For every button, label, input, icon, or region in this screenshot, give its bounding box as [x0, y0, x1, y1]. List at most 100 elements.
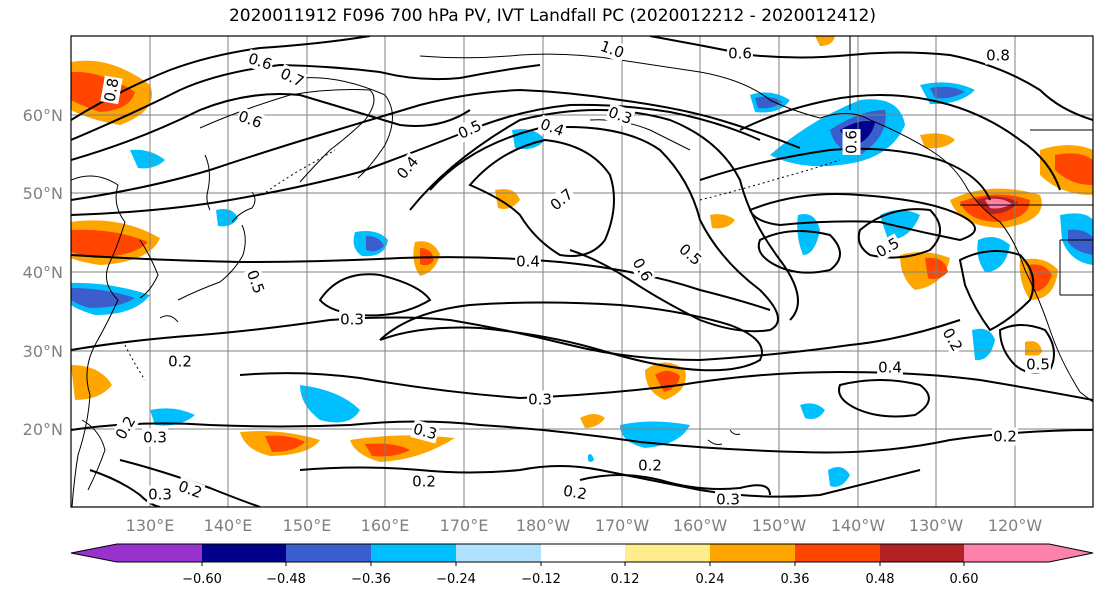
contour-value-label: 0.3 [528, 391, 552, 409]
anomaly-blob-orange-top-150w [815, 36, 835, 46]
coast-kurils [261, 149, 336, 196]
border-inland [1030, 129, 1093, 296]
longitude-label: 150°E [283, 516, 332, 535]
latitude-label: 60°N [23, 106, 63, 125]
anomaly-blob-orange-bc [920, 133, 955, 149]
contour-value-label: 0.3 [148, 486, 172, 504]
anomaly-blob-blue-ne-core [930, 86, 965, 99]
anomaly-blob-blue-140w-45n [880, 210, 920, 240]
contour-value-label: 0.4 [878, 359, 902, 377]
contour-line [468, 138, 615, 257]
anomaly-blob-blue-140w-15n [828, 466, 850, 487]
contour-line [71, 420, 1093, 454]
contour-line [318, 273, 432, 317]
contour-label-background [872, 233, 904, 262]
map-frame [70, 35, 1094, 508]
coast-japan-honshu [177, 224, 246, 301]
longitude-label: 180°W [516, 516, 571, 535]
contour-label-background [1025, 355, 1051, 374]
contour-value-label: 0.6 [728, 45, 752, 63]
anomaly-blob-blue-east-edge-core [1068, 229, 1093, 255]
coast-bering [589, 119, 691, 151]
contour-value-label: 0.2 [562, 482, 589, 504]
contour-label-background [411, 472, 437, 491]
colorbar-tick-label: 0.48 [866, 572, 895, 587]
colorbar-tick-label: −0.36 [351, 572, 391, 587]
contour-line [119, 459, 261, 507]
longitude-label: 140°E [204, 516, 253, 535]
contour-label-background [392, 151, 423, 184]
contour-label-background [111, 412, 140, 444]
contour-label-background [142, 428, 168, 447]
contour-label-background [242, 266, 269, 298]
colorbar-segment [371, 544, 456, 562]
anomaly-blob-red-east-edge [1055, 153, 1093, 185]
contour-label-background [245, 48, 276, 75]
contour-value-label: 0.3 [340, 311, 364, 329]
anomaly-blob-blue-calif [977, 236, 1010, 272]
longitude-label: 160°E [361, 516, 410, 535]
anomaly-blob-blue-nw-pacific [300, 385, 360, 423]
colorbar-tick-label: −0.48 [266, 572, 306, 587]
coast-japan-hokkaido [231, 191, 256, 223]
contour-value-label: 0.6 [843, 130, 861, 154]
latitude-label: 30°N [23, 342, 63, 361]
colorbar-tick-label: −0.24 [436, 572, 476, 587]
colorbar-tick-label: −0.12 [521, 572, 561, 587]
contour-label-background [604, 102, 636, 129]
colorbar-segment [541, 544, 625, 562]
contour-value-label: 0.5 [1026, 356, 1050, 374]
contour-label-background [174, 476, 206, 503]
contour-label-background [560, 481, 590, 504]
contour-value-label: 0.2 [993, 428, 1017, 446]
coast-siberia-north [419, 53, 701, 73]
contour-label-background [454, 115, 486, 144]
colorbar-tick-label: 0.36 [781, 572, 810, 587]
contour-label-background [992, 427, 1018, 446]
colorbar-segment [286, 544, 371, 562]
anomaly-blob-red-20n-a [265, 435, 305, 452]
contour-line [757, 230, 841, 274]
coast-korea-peninsula [139, 239, 159, 299]
anomaly-blob-west-blue [71, 282, 150, 315]
contour-label-background [985, 46, 1011, 65]
coast-philippines [81, 419, 106, 491]
contour-line [409, 109, 799, 321]
anomaly-blob-blue-125e-20n [150, 408, 195, 426]
contour-label-background [410, 419, 440, 444]
coast-okhotsk [199, 89, 375, 183]
coast-hawaii [707, 429, 741, 445]
contour-value-label: 0.7 [547, 185, 577, 214]
graticule [71, 36, 1093, 507]
contour-line [739, 94, 1061, 191]
contour-value-label: 0.3 [143, 429, 167, 447]
contour-line [299, 465, 921, 498]
contour-label-background [515, 252, 541, 271]
anomaly-blob-blue-tiny-170w [588, 454, 594, 462]
contour-line [958, 250, 1035, 332]
colorbar-outline [70, 543, 1094, 563]
anomaly-blob-west-blue-small [130, 149, 165, 169]
anomaly-blob-west-orange-2 [71, 220, 160, 265]
coast-kamchatka [299, 77, 393, 179]
pv-contours [71, 36, 1093, 507]
anomaly-blob-pink-pacnw [985, 198, 1012, 209]
map-title: 2020011912 F096 700 hPa PV, IVT Landfall… [228, 6, 876, 26]
contour-value-label: 0.5 [455, 116, 484, 142]
contour-label-background [545, 184, 578, 215]
coast-asia-mainland [71, 175, 126, 507]
contour-line [71, 316, 961, 362]
contour-line [379, 301, 763, 372]
anomaly-blob-orange-495 [495, 189, 520, 209]
colorbar-segment [880, 544, 964, 562]
contour-value-label: 0.3 [716, 491, 740, 509]
contour-line [71, 63, 541, 141]
contour-line [579, 474, 771, 496]
contour-line [857, 208, 941, 259]
colorbar-tick-label: 0.60 [950, 572, 979, 587]
contour-value-label: 0.3 [411, 420, 439, 444]
anomaly-blob-blue-215 [216, 209, 238, 227]
contour-value-label: 0.8 [101, 77, 123, 104]
colorbar: −0.60 −0.48 −0.36 −0.24 −0.12 0.12 0.24 0.36 0.4… [70, 543, 1094, 587]
colorbar-segment [795, 544, 880, 562]
